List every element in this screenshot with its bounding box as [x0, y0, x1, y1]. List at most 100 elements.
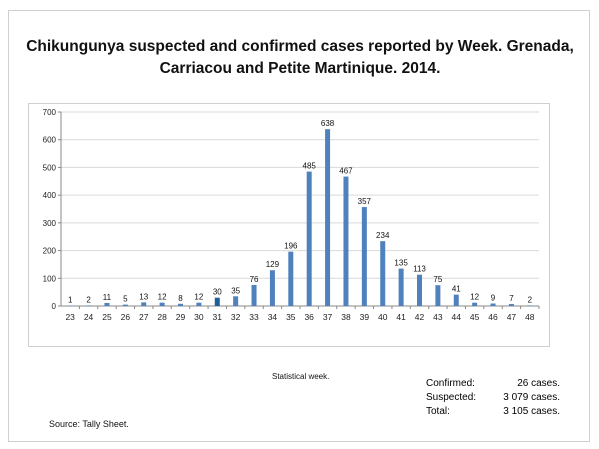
bar — [196, 302, 202, 306]
bar — [141, 302, 147, 306]
x-tick-label: 24 — [84, 312, 94, 322]
x-tick-label: 25 — [102, 312, 112, 322]
bar — [251, 284, 257, 306]
data-label: 129 — [266, 260, 280, 269]
bar — [417, 274, 422, 306]
x-tick-label: 34 — [268, 312, 278, 322]
data-label: 113 — [413, 265, 426, 274]
data-label: 234 — [376, 231, 390, 240]
x-tick-label: 26 — [121, 312, 131, 322]
y-tick-label: 300 — [43, 219, 57, 228]
y-tick-label: 0 — [52, 302, 57, 311]
bar — [86, 305, 92, 306]
x-tick-label: 32 — [231, 312, 241, 322]
x-tick-label: 45 — [470, 312, 480, 322]
x-tick-label: 47 — [507, 312, 517, 322]
summary-label: Suspected: — [426, 392, 477, 403]
data-label: 35 — [231, 286, 240, 295]
bar — [398, 268, 404, 306]
x-tick-label: 39 — [360, 312, 370, 322]
data-label: 2 — [528, 295, 533, 304]
chart-frame — [8, 10, 590, 442]
x-tick-label: 29 — [176, 312, 186, 322]
y-tick-label: 700 — [43, 108, 57, 117]
data-label: 13 — [139, 292, 148, 301]
data-label: 75 — [433, 275, 442, 284]
data-label: 135 — [394, 259, 408, 268]
summary-value: 3 105 cases. — [503, 406, 560, 417]
y-tick-label: 200 — [43, 247, 57, 256]
data-label: 12 — [158, 293, 167, 302]
source-note: Source: Tally Sheet. — [49, 419, 129, 429]
x-tick-label: 40 — [378, 312, 388, 322]
summary-row-suspected: Suspected: 3 079 cases. — [426, 391, 560, 405]
bar — [453, 294, 459, 306]
x-tick-label: 30 — [194, 312, 204, 322]
data-label: 9 — [491, 294, 496, 303]
bar — [306, 171, 312, 306]
x-tick-label: 46 — [488, 312, 498, 322]
bar — [122, 304, 128, 306]
data-label: 30 — [213, 288, 222, 297]
plot-area: 0 100 200 300 400 500 600 700 1 23 2 24 11 25 5 26 13 27 1… — [28, 103, 550, 347]
data-label: 2 — [86, 295, 91, 304]
x-tick-label: 35 — [286, 312, 296, 322]
y-tick-label: 500 — [43, 163, 57, 172]
bar — [159, 302, 165, 306]
y-tick-label: 100 — [43, 274, 57, 283]
summary-label: Confirmed: — [426, 378, 475, 389]
data-label: 357 — [358, 197, 372, 206]
chart-title: Chikungunya suspected and confirmed case… — [20, 36, 580, 80]
case-summary: Confirmed: 26 cases. Suspected: 3 079 ca… — [426, 377, 560, 419]
summary-value: 26 cases. — [517, 378, 560, 389]
x-tick-label: 44 — [452, 312, 462, 322]
bar — [325, 129, 331, 306]
y-tick-label: 600 — [43, 136, 57, 145]
x-tick-label: 31 — [213, 312, 223, 322]
bar — [527, 305, 533, 306]
bar-chart: 0100200300400500600700123224112552613271… — [43, 108, 540, 322]
x-tick-label: 36 — [304, 312, 314, 322]
data-label: 467 — [339, 167, 353, 176]
bar — [490, 303, 496, 306]
x-tick-label: 27 — [139, 312, 149, 322]
data-label: 12 — [194, 293, 203, 302]
bar — [269, 270, 275, 306]
bar — [380, 241, 386, 306]
x-tick-label: 28 — [157, 312, 167, 322]
data-label: 41 — [452, 285, 461, 294]
data-label: 638 — [321, 119, 335, 128]
x-tick-label: 38 — [341, 312, 351, 322]
bar — [178, 303, 183, 306]
bar — [343, 176, 349, 306]
bar — [67, 305, 73, 307]
summary-row-confirmed: Confirmed: 26 cases. — [426, 377, 560, 391]
bar — [435, 285, 441, 306]
data-label: 196 — [284, 242, 298, 251]
bar — [361, 207, 367, 306]
bar — [233, 296, 239, 306]
bar — [104, 302, 110, 306]
data-label: 1 — [68, 296, 73, 305]
bar — [288, 251, 294, 306]
data-label: 12 — [470, 293, 479, 302]
x-tick-label: 48 — [525, 312, 535, 322]
title-line-1: Chikungunya suspected and confirmed case… — [26, 38, 574, 55]
data-label: 7 — [509, 294, 514, 303]
data-label: 8 — [178, 294, 183, 303]
x-tick-label: 41 — [396, 312, 406, 322]
y-tick-label: 400 — [43, 191, 57, 200]
x-axis-label: Statistical week. — [272, 372, 330, 381]
summary-row-total: Total: 3 105 cases. — [426, 405, 560, 419]
x-tick-label: 33 — [249, 312, 259, 322]
data-label: 76 — [250, 275, 259, 284]
x-tick-label: 23 — [65, 312, 75, 322]
data-label: 11 — [103, 293, 112, 302]
data-label: 5 — [123, 295, 128, 304]
bar — [214, 297, 220, 306]
summary-label: Total: — [426, 406, 450, 417]
x-tick-label: 42 — [415, 312, 425, 322]
x-tick-label: 37 — [323, 312, 333, 322]
summary-value: 3 079 cases. — [503, 392, 560, 403]
bar — [472, 302, 478, 306]
